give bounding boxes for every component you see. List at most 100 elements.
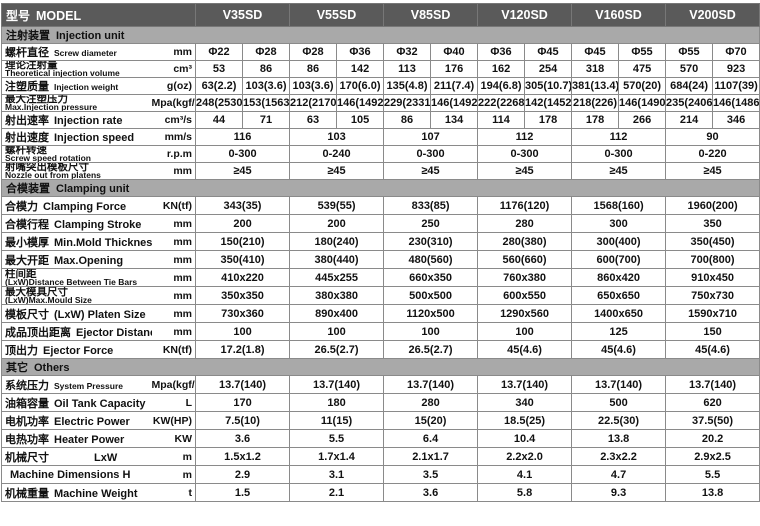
spec-label: 顶出力 Ejector Force	[1, 340, 152, 359]
spec-unit: mm	[151, 268, 196, 287]
spec-value: Φ28	[289, 43, 338, 61]
spec-value: 300(400)	[571, 232, 667, 251]
spec-value: 162	[477, 60, 526, 78]
spec-label-en: System Pressure	[54, 380, 123, 391]
spec-value: 1.7x1.4	[289, 447, 385, 466]
spec-value: 346	[712, 111, 760, 129]
spec-row: 电机功率 Electric Power KW(HP) 7.5(10) 11(15) 15(…	[1, 411, 760, 430]
spec-row: 合模力 Clamping Force KN(tf) 343(35) 539(55) 833…	[1, 196, 760, 215]
spec-value: 660x350	[383, 268, 479, 287]
model-col: V120SD	[477, 3, 573, 27]
spec-value: Φ22	[195, 43, 243, 61]
spec-value: 250	[383, 214, 479, 233]
spec-label-en: Ejector Distance	[76, 326, 152, 339]
spec-label: 射出速率 Injection rate	[1, 111, 152, 129]
spec-label: 最大模具尺寸 (LxW)Max.Mould Size	[1, 286, 152, 305]
spec-value: 116	[194, 128, 291, 146]
spec-value: 86	[241, 60, 291, 78]
spec-row: Machine Dimensions H m 2.9 3.1 3.5 4.1 4.7 5.5	[1, 465, 760, 484]
section-title-en: Clamping unit	[56, 183, 130, 195]
spec-value: 750x730	[665, 286, 760, 305]
spec-value: ≥45	[571, 162, 667, 180]
spec-unit: mm	[151, 286, 196, 305]
model-col: V160SD	[571, 3, 667, 27]
spec-value: 112	[571, 128, 667, 146]
spec-value: 1290x560	[477, 304, 573, 323]
spec-value: 229(2331)	[383, 94, 432, 112]
spec-value: 230(310)	[383, 232, 479, 251]
spec-label-cn: 顶出力	[5, 344, 38, 357]
spec-value: Φ55	[665, 43, 714, 61]
spec-label-en: Theoretical injection volume	[5, 68, 120, 78]
spec-value: ≥45	[383, 162, 479, 180]
spec-label-en: Machine Weight	[54, 487, 138, 500]
spec-value: 684(24)	[665, 77, 714, 95]
spec-value: 86	[289, 60, 338, 78]
spec-label-en: Max.Opening	[54, 254, 124, 267]
spec-label-en: Heater Power	[54, 433, 125, 446]
spec-value: 135(4.8)	[383, 77, 432, 95]
spec-label: 最大注塑压力 Max.Injection pressure	[1, 94, 152, 112]
spec-label: 模板尺寸 (LxW) Platen Size	[1, 304, 152, 323]
spec-value: 0-220	[665, 145, 760, 163]
spec-unit: L	[151, 393, 196, 412]
spec-value: 6.4	[383, 429, 479, 448]
spec-label-cn: 油箱容量	[5, 397, 49, 410]
spec-value: 254	[524, 60, 573, 78]
spec-value: 18.5(25)	[477, 411, 573, 430]
model-col: V85SD	[383, 3, 479, 27]
spec-value: 90	[665, 128, 760, 146]
spec-label-cn: 合模行程	[5, 218, 49, 231]
spec-label: 合模行程 Clamping Stroke	[1, 214, 152, 233]
spec-value: 0-300	[194, 145, 291, 163]
spec-value: 570	[665, 60, 714, 78]
spec-value: 280	[383, 393, 479, 412]
spec-label-cn: 最大注塑压力	[5, 94, 68, 105]
spec-row: 机械重量 Machine Weight t 1.5 2.1 3.6 5.8 9.3 13.8	[1, 483, 760, 502]
spec-value: 305(10.7)	[524, 77, 573, 95]
spec-label: 成品顶出距离 Ejector Distance	[1, 322, 152, 341]
spec-value: 3.5	[383, 465, 479, 484]
spec-unit: KN(tf)	[151, 340, 196, 359]
spec-value: 0-300	[477, 145, 573, 163]
spec-value: 100	[289, 322, 385, 341]
spec-unit: t	[151, 483, 196, 502]
spec-value: 125	[571, 322, 667, 341]
spec-label-cn: 电机功率	[5, 415, 49, 428]
section-title: 其它 Others	[0, 358, 760, 376]
spec-label-cn: 最小模厚	[5, 236, 49, 249]
spec-value: 381(13.4)	[571, 77, 620, 95]
spec-unit: m	[151, 465, 196, 484]
spec-value: 650x650	[571, 286, 667, 305]
spec-value: 2.1	[289, 483, 385, 502]
spec-value: 22.5(30)	[571, 411, 667, 430]
spec-value: 112	[477, 128, 573, 146]
spec-row: 射嘴突出模板尺寸 Nozzle out from platens mm ≥45 ≥45 ≥…	[1, 162, 760, 180]
spec-value: 4.1	[477, 465, 573, 484]
spec-label-en: Screw diameter	[54, 48, 117, 58]
spec-label-cn: 最大模具尺寸	[5, 286, 68, 298]
spec-value: 107	[383, 128, 479, 146]
spec-value: 146(1490)	[618, 94, 667, 112]
spec-row: 注塑质量 Injection weight g(oz) 63(2.2) 103(3.6)…	[1, 77, 760, 95]
spec-value: 350(450)	[665, 232, 760, 251]
spec-value: 45(4.6)	[477, 340, 573, 359]
spec-label-en: Nozzle out from platens	[5, 170, 101, 180]
spec-label-en: Injection speed	[54, 132, 135, 144]
spec-value: 0-300	[571, 145, 667, 163]
spec-unit: mm	[151, 232, 196, 251]
spec-value: 340	[477, 393, 573, 412]
section-header: 其它 Others	[0, 358, 760, 376]
spec-value: 2.1x1.7	[383, 447, 479, 466]
spec-unit: Mpa(kgf/cm²)	[151, 94, 196, 112]
spec-value: 13.7(140)	[383, 375, 479, 394]
spec-value: 300	[571, 214, 667, 233]
spec-value: 445x255	[289, 268, 385, 287]
spec-label-cn: 机械重量	[5, 487, 49, 500]
spec-value: 146(1486)	[712, 94, 760, 112]
spec-value: 600x550	[477, 286, 573, 305]
spec-value: 114	[477, 111, 526, 129]
spec-value: 1176(120)	[477, 196, 573, 215]
spec-value: 266	[618, 111, 667, 129]
